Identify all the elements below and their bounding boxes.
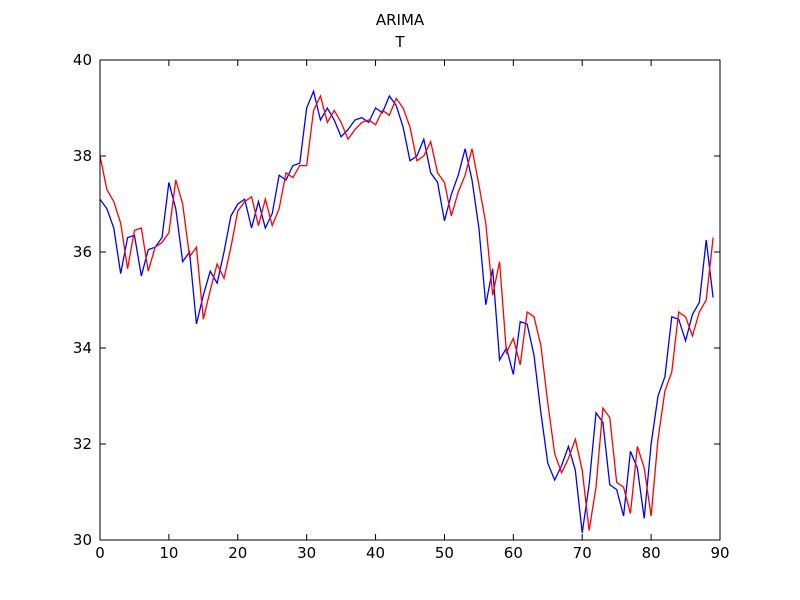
chart-title: ARIMA <box>376 11 425 29</box>
x-tick-label: 70 <box>573 544 592 562</box>
series-line <box>99 89 714 533</box>
x-tick-label: 90 <box>710 544 729 562</box>
y-tick-label: 38 <box>73 147 92 165</box>
plot-frame <box>99 59 721 541</box>
x-tick-label: 20 <box>228 544 247 562</box>
y-tick-label: 34 <box>73 339 92 357</box>
x-tick-label: 50 <box>435 544 454 562</box>
y-tick-label: 40 <box>73 51 92 69</box>
y-tick-label: 36 <box>73 243 92 261</box>
x-tick-label: 40 <box>366 544 385 562</box>
x-tick-label: 30 <box>297 544 316 562</box>
chart-subtitle: T <box>394 33 405 51</box>
y-tick-label: 30 <box>73 531 92 549</box>
x-tick-label: 80 <box>642 544 661 562</box>
x-tick-label: 60 <box>504 544 523 562</box>
series-line <box>99 94 714 531</box>
x-tick-label: 10 <box>159 544 178 562</box>
plot-area: 0 10 20 30 40 50 60 70 80 90 30 32 34 36 38 40 <box>73 51 730 562</box>
x-tick-label: 0 <box>95 544 105 562</box>
y-tick-label: 32 <box>73 435 92 453</box>
